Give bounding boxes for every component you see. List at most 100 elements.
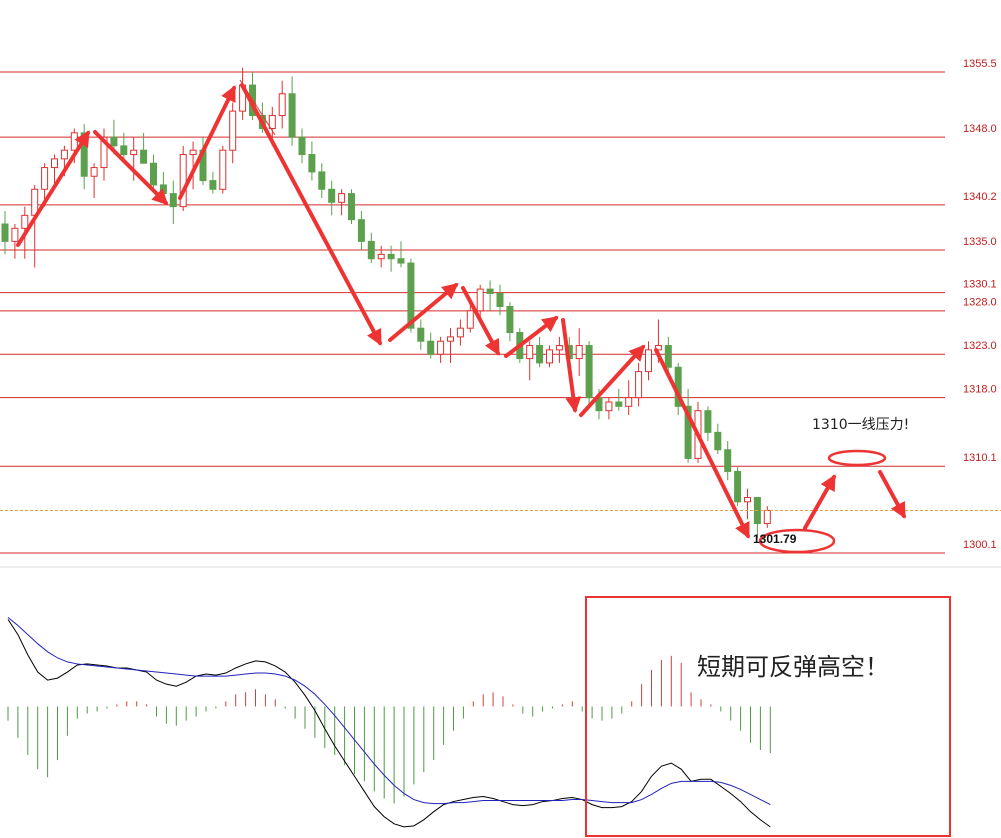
macd-line xyxy=(7,616,771,806)
candle-body xyxy=(734,470,742,503)
candle-body xyxy=(476,288,484,312)
arrow xyxy=(504,316,559,358)
resistance-ellipse xyxy=(827,449,887,467)
arrow xyxy=(240,83,382,346)
candle-body xyxy=(140,149,148,164)
candle-body xyxy=(100,136,108,169)
candle-body xyxy=(90,167,98,177)
candle-body xyxy=(338,193,346,203)
candle-body xyxy=(625,397,633,407)
candle-body xyxy=(466,310,474,329)
candle-body xyxy=(724,449,732,472)
candle-body xyxy=(387,253,395,260)
candle-body xyxy=(179,154,187,208)
candle-body xyxy=(11,227,19,242)
candle-body xyxy=(417,327,425,342)
candle-body xyxy=(744,496,751,503)
arrow xyxy=(654,348,750,539)
candle-body xyxy=(357,219,365,242)
candle-body xyxy=(704,410,712,433)
arrow xyxy=(579,344,646,417)
y-tick-label: 1323.0 xyxy=(963,340,997,352)
candle-body xyxy=(298,136,306,156)
y-tick-label: 1340.2 xyxy=(963,191,997,203)
candle-body xyxy=(664,345,672,368)
candle-body xyxy=(605,401,613,412)
arrow xyxy=(93,130,169,206)
arrow xyxy=(803,474,836,530)
candle-body xyxy=(169,193,177,208)
candle-body xyxy=(130,149,138,156)
candle-body xyxy=(278,93,286,116)
low-label: 1301.79 xyxy=(753,532,797,546)
candle-body xyxy=(447,336,454,342)
candle-body xyxy=(575,345,583,360)
candle-body xyxy=(150,162,157,186)
candle-body xyxy=(536,345,544,364)
candle-body xyxy=(456,327,464,338)
arrow xyxy=(461,286,500,356)
low-ellipse xyxy=(758,528,836,554)
arrow xyxy=(561,318,582,414)
arrow xyxy=(878,470,906,519)
arrow xyxy=(178,85,236,200)
candle-body xyxy=(427,340,435,355)
candle-body xyxy=(645,349,652,373)
y-tick-label: 1335.0 xyxy=(963,236,997,248)
candle-body xyxy=(714,431,722,451)
macd-note: 短期可反弹高空！ xyxy=(697,653,889,681)
candle-body xyxy=(110,136,118,147)
resistance-note: 1310一线压力! xyxy=(812,417,909,433)
highlight-box xyxy=(585,596,951,837)
trend-arrows xyxy=(16,83,906,539)
y-tick-label: 1348.0 xyxy=(963,123,997,135)
y-tick-label: 1330.1 xyxy=(963,278,997,290)
candle-body xyxy=(51,158,58,169)
candle-body xyxy=(120,145,128,156)
candle-body xyxy=(189,149,197,156)
candle-body xyxy=(268,114,276,129)
candle-body xyxy=(367,240,375,260)
candle-body xyxy=(219,149,227,190)
arrow xyxy=(16,130,90,247)
candle-body xyxy=(684,405,692,459)
y-tick-label: 1355.5 xyxy=(963,58,997,70)
y-tick-label: 1300.1 xyxy=(963,539,997,551)
candle-body xyxy=(70,132,78,151)
candle-body xyxy=(585,345,593,399)
candle-body xyxy=(377,253,385,260)
candle-body xyxy=(209,180,217,190)
candle-body xyxy=(615,401,623,407)
candle-body xyxy=(496,292,504,307)
candle-body xyxy=(555,345,563,351)
candle-body xyxy=(486,288,494,294)
candle-body xyxy=(229,110,237,151)
y-tick-label: 1318.0 xyxy=(963,384,997,396)
candle-body xyxy=(348,193,355,221)
candle-body xyxy=(21,214,29,229)
candle-body xyxy=(397,258,405,264)
thin-arrow xyxy=(239,79,276,136)
arrow xyxy=(388,282,459,342)
y-tick-label: 1328.0 xyxy=(963,297,997,309)
candle-body xyxy=(159,184,167,195)
candle-body xyxy=(654,345,662,351)
candle-body xyxy=(41,167,49,190)
candle-body xyxy=(407,262,415,329)
candle-body xyxy=(635,371,643,399)
candle-body xyxy=(437,340,445,355)
candle-body xyxy=(308,154,316,173)
candle-body xyxy=(506,305,514,334)
candle-body xyxy=(546,349,553,364)
candle-body xyxy=(60,149,68,160)
y-tick-label: 1310.1 xyxy=(963,452,997,464)
macd-panel xyxy=(7,616,771,828)
candle-body xyxy=(1,223,9,242)
candle-body xyxy=(526,345,534,360)
candle-body xyxy=(763,510,771,525)
candle-body xyxy=(328,188,336,203)
candle-body xyxy=(318,171,326,190)
